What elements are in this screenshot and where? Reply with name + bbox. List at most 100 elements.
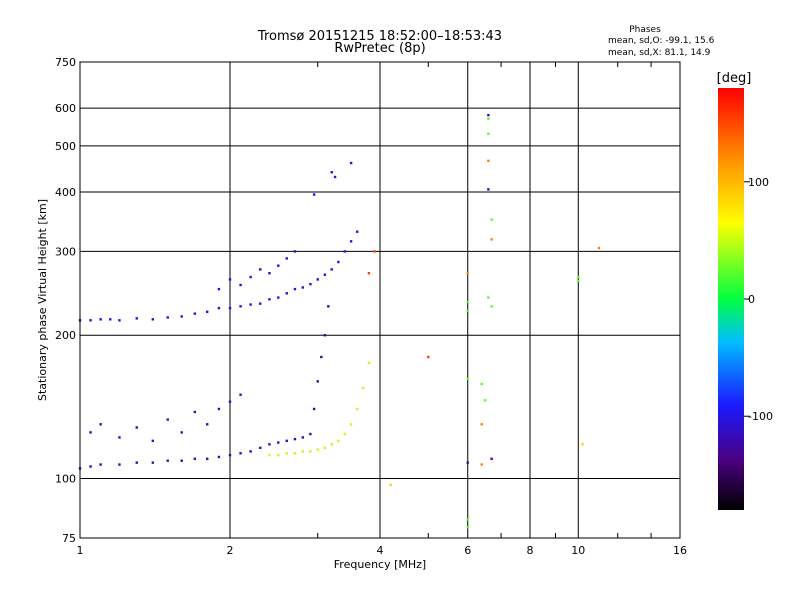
data-point — [293, 452, 297, 455]
y-tick-label: 100 — [55, 473, 76, 486]
data-point — [268, 443, 271, 446]
x-tick-label: 1 — [77, 544, 84, 557]
data-point — [337, 260, 340, 264]
y-tick-label: 200 — [55, 329, 76, 342]
data-point — [285, 292, 288, 295]
data-point — [193, 312, 197, 315]
data-point — [490, 238, 493, 241]
data-point — [330, 443, 333, 446]
data-point — [367, 272, 371, 275]
y-tick-label: 400 — [55, 186, 76, 199]
data-point — [480, 423, 483, 426]
data-point — [367, 361, 371, 365]
data-point — [373, 250, 376, 253]
data-point — [323, 273, 327, 276]
data-point — [323, 334, 327, 337]
data-point — [228, 400, 232, 403]
data-point — [135, 317, 138, 320]
data-point — [320, 355, 323, 359]
data-point — [99, 423, 102, 426]
data-point — [277, 296, 280, 299]
data-point — [483, 399, 487, 402]
chart-subtitle: RwPretec (8p) — [334, 41, 425, 56]
data-point — [301, 436, 305, 439]
data-point — [466, 518, 469, 521]
y-tick-label: 500 — [55, 140, 76, 153]
data-point — [217, 407, 221, 411]
data-point — [217, 455, 221, 459]
data-point — [487, 113, 490, 117]
data-point — [277, 453, 280, 457]
data-point — [349, 240, 353, 243]
data-point — [205, 310, 209, 314]
data-point — [597, 246, 601, 250]
x-tick-label: 16 — [673, 544, 687, 557]
data-point — [487, 159, 490, 163]
data-point — [277, 441, 280, 444]
data-points — [78, 113, 601, 529]
phase-stats-heading: Phases — [629, 25, 661, 35]
data-point — [118, 436, 121, 439]
data-point — [135, 426, 138, 429]
data-point — [166, 459, 169, 462]
data-point — [309, 450, 312, 453]
data-point — [355, 230, 359, 233]
data-point — [180, 459, 183, 462]
data-point — [99, 463, 102, 466]
plot-frame — [79, 61, 681, 539]
data-point — [277, 264, 280, 267]
data-point — [337, 439, 340, 443]
colorbar-tick-label: 100 — [748, 176, 769, 189]
data-point — [109, 318, 112, 321]
data-point — [309, 432, 312, 436]
data-point — [490, 305, 493, 308]
y-tick-labels: 75 100 200 300 400 500 600 750 — [55, 56, 76, 545]
data-point — [309, 283, 312, 286]
data-point — [316, 278, 319, 281]
phase-stats-o: mean, sd,O: -99.1, 15.6 — [608, 36, 715, 46]
data-point — [323, 446, 327, 450]
data-point — [293, 250, 297, 253]
x-tick-label: 4 — [377, 544, 384, 557]
data-point — [268, 453, 271, 457]
data-point — [487, 132, 490, 135]
data-point — [99, 318, 102, 321]
data-point — [343, 250, 347, 253]
data-point — [487, 117, 490, 120]
data-point — [490, 457, 493, 461]
data-point — [581, 443, 584, 446]
data-point — [205, 423, 209, 426]
colorbar — [718, 88, 744, 510]
data-point — [89, 431, 92, 434]
chart-title: Tromsø 20151215 18:52:00–18:53:43 — [257, 29, 502, 44]
data-point — [330, 171, 333, 174]
data-point — [166, 418, 169, 421]
data-point — [577, 279, 580, 283]
data-point — [466, 461, 469, 464]
data-point — [259, 302, 262, 305]
data-point — [193, 410, 197, 414]
data-point — [427, 355, 430, 359]
data-point — [205, 457, 209, 461]
data-point — [285, 439, 288, 443]
data-point — [151, 318, 155, 321]
data-point — [466, 300, 469, 304]
data-point — [466, 526, 469, 529]
colorbar-tick-label: -100 — [748, 410, 773, 423]
data-point — [316, 448, 319, 451]
data-point — [89, 465, 92, 468]
data-point — [151, 439, 155, 443]
x-axis-label: Frequency [MHz] — [334, 558, 426, 571]
data-point — [480, 463, 483, 466]
data-point — [490, 218, 493, 221]
data-point — [217, 287, 221, 291]
y-tick-label: 75 — [62, 532, 76, 545]
data-point — [312, 407, 316, 411]
data-point — [151, 461, 155, 464]
x-tick-label: 10 — [571, 544, 585, 557]
data-point — [239, 393, 242, 396]
data-point — [228, 306, 232, 310]
data-point — [268, 298, 271, 301]
x-tick-label: 2 — [227, 544, 234, 557]
